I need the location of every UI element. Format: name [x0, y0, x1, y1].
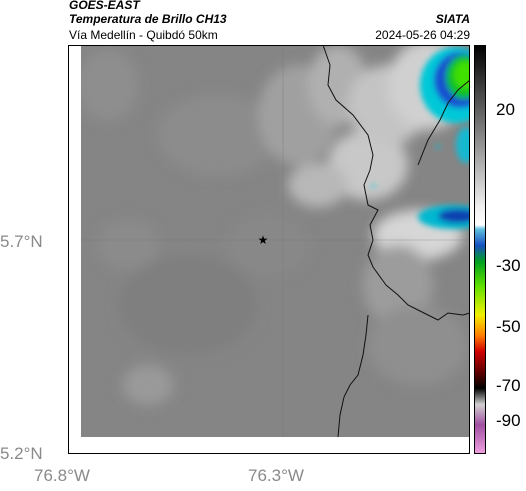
colorbar-label-minus50: -50: [496, 317, 521, 336]
coastline-boundary: [322, 45, 470, 321]
location-star-marker: ★: [258, 233, 269, 247]
lat-label-5-2: 5.2°N: [0, 444, 43, 463]
department-boundary: [417, 79, 470, 166]
lon-label-76-8: 76.8°W: [34, 466, 90, 485]
colorbar-label-minus70: -70: [496, 376, 521, 395]
satellite-title: GOES-EAST: [69, 0, 140, 12]
colorbar: [474, 45, 486, 454]
colorbar-label-minus90: -90: [496, 411, 521, 430]
region-subtitle: Vía Medellín - Quibdó 50km: [69, 28, 218, 42]
southern-boundary: [337, 314, 369, 437]
brightness-temperature-map: ★: [68, 45, 470, 454]
temperature-field: [81, 45, 470, 437]
colorbar-label-20: 20: [496, 100, 515, 119]
lat-label-5-7: 5.7°N: [0, 232, 43, 251]
organization-label: SIATA: [435, 12, 470, 26]
datetime-label: 2024-05-26 04:29: [375, 28, 470, 42]
lon-label-76-3: 76.3°W: [248, 466, 304, 485]
product-title: Temperatura de Brillo CH13: [69, 12, 227, 26]
colorbar-label-minus30: -30: [496, 256, 521, 275]
cold-cloud-tops: [371, 47, 470, 229]
